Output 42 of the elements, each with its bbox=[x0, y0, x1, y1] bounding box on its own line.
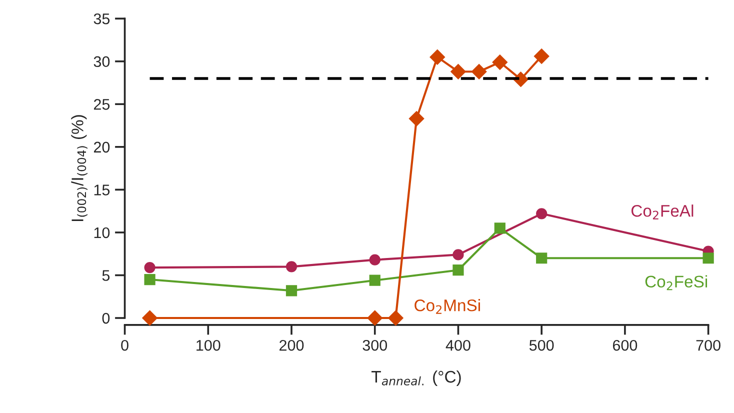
y-tick-label: 20 bbox=[94, 142, 110, 153]
x-tick-label: 300 bbox=[362, 340, 388, 351]
point bbox=[144, 274, 156, 286]
y-axis-title: I$_{(002)}$/I$_{(004)}$ (%) bbox=[71, 115, 88, 222]
x-tick-label: 100 bbox=[196, 340, 220, 351]
point bbox=[492, 54, 508, 70]
x-axis-title: T$_{anneal.}$ (°C) bbox=[372, 370, 461, 386]
point bbox=[494, 222, 506, 234]
point bbox=[536, 208, 548, 220]
point bbox=[452, 264, 464, 276]
point bbox=[702, 252, 714, 264]
x-tick-label: 500 bbox=[529, 340, 554, 351]
point bbox=[388, 310, 404, 326]
point bbox=[408, 111, 424, 126]
y-tick-label: 5 bbox=[102, 270, 110, 281]
y-tick-label: 30 bbox=[94, 56, 110, 68]
x-tick-label: 0 bbox=[121, 340, 128, 351]
x-tick-label: 700 bbox=[696, 340, 720, 351]
point bbox=[144, 262, 156, 274]
point bbox=[286, 261, 298, 272]
x-tick-label: 600 bbox=[612, 340, 638, 351]
point bbox=[534, 48, 550, 64]
y-tick-label: 10 bbox=[94, 227, 110, 238]
series-label: Co$_{2}$FeAl bbox=[631, 204, 694, 220]
point bbox=[142, 310, 158, 326]
point bbox=[471, 64, 487, 80]
point bbox=[430, 50, 445, 65]
x-tick-label: 200 bbox=[280, 340, 304, 351]
point bbox=[452, 249, 464, 260]
point bbox=[369, 254, 380, 266]
point bbox=[367, 310, 382, 326]
y-tick-label: 25 bbox=[94, 99, 110, 110]
point bbox=[536, 252, 548, 264]
series-label: Co$_{2}$MnSi bbox=[414, 299, 480, 314]
series-label: Co$_{2}$FeSi bbox=[645, 275, 708, 290]
point bbox=[286, 285, 298, 296]
point bbox=[369, 274, 380, 286]
y-tick-label: 15 bbox=[94, 184, 110, 196]
y-tick-label: 35 bbox=[94, 13, 110, 24]
y-tick-label: 0 bbox=[102, 312, 110, 324]
point bbox=[450, 64, 466, 80]
x-tick-label: 400 bbox=[446, 340, 470, 351]
